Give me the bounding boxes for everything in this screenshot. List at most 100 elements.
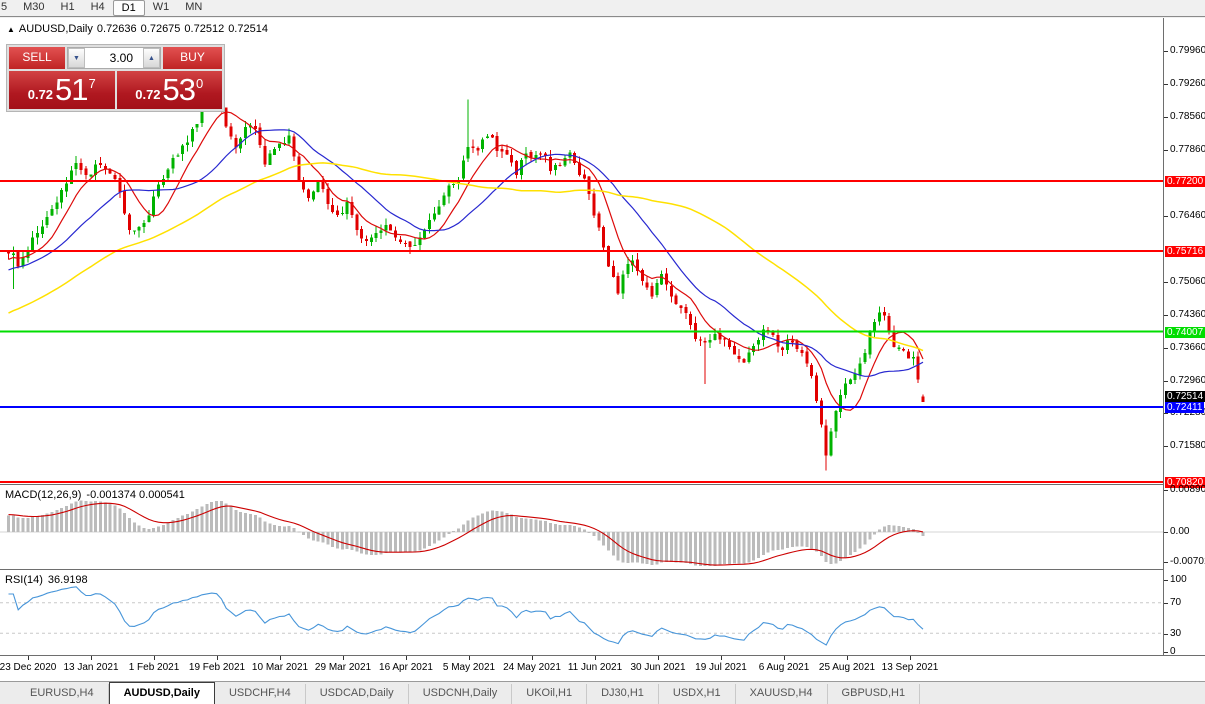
date-label: 13 Jan 2021 — [63, 662, 119, 673]
sell-price-button[interactable]: 0.72 51 7 — [9, 71, 115, 109]
date-label: 6 Aug 2021 — [758, 662, 810, 673]
macd-indicator-label: MACD(12,26,9) -0.001374 0.000541 — [5, 489, 185, 501]
buy-price-button[interactable]: 0.72 53 0 — [116, 71, 222, 109]
price-tick-mark — [1164, 281, 1168, 283]
timeframe-button-5[interactable]: 5 — [1, 1, 8, 13]
price-tick-label: 0.76460 — [1170, 209, 1205, 221]
price-tick-mark — [1164, 446, 1168, 448]
macd-panel-plot[interactable] — [0, 484, 1163, 569]
level-price-label: 0.70820 — [1165, 476, 1205, 488]
price-tick-label: 0.74360 — [1170, 308, 1205, 320]
sell-price-pip: 7 — [88, 75, 96, 91]
one-click-trading-panel: SELL ▼ 3.00 ▲ BUY 0.72 51 7 0.72 53 0 — [6, 44, 225, 112]
price-tick-label: 0.73660 — [1170, 341, 1205, 353]
indicator-tick-label: 70 — [1170, 597, 1182, 608]
buy-price-prefix: 0.72 — [135, 86, 161, 102]
indicator-tick-label: 0.008904 — [1170, 484, 1205, 495]
level-price-label: 0.72411 — [1165, 401, 1205, 413]
price-tick-mark — [1164, 149, 1168, 151]
chart-tab-usdx-h1[interactable]: USDX,H1 — [659, 684, 736, 704]
timeframe-button-h1[interactable]: H1 — [60, 1, 75, 13]
rsi-panel-plot[interactable] — [0, 569, 1163, 655]
indicator-tick-label: 30 — [1170, 628, 1182, 639]
date-label: 19 Jul 2021 — [695, 662, 747, 673]
ohlc-high: 0.72675 — [140, 23, 181, 35]
sell-button[interactable]: SELL — [9, 47, 65, 69]
indicator-tick-mark — [1164, 490, 1168, 491]
price-tick-mark — [1164, 347, 1168, 349]
timeframe-button-h4[interactable]: H4 — [90, 1, 105, 13]
volume-increase-button[interactable]: ▲ — [143, 48, 160, 68]
date-label: 13 Sep 2021 — [881, 662, 939, 673]
chart-tab-ukoil-h1[interactable]: UKOil,H1 — [512, 684, 588, 704]
sell-price-big: 51 — [55, 72, 88, 107]
price-tick-mark — [1164, 215, 1168, 217]
price-chart-plot[interactable] — [0, 18, 1163, 484]
date-tick-mark — [532, 656, 533, 660]
date-label: 1 Feb 2021 — [128, 662, 180, 673]
ohlc-low: 0.72512 — [184, 23, 225, 35]
chart-tabs-bar: EURUSD,H4 AUDUSD,Daily USDCHF,H4 USDCAD,Dai… — [0, 681, 1205, 704]
chart-tab-usdcad-daily[interactable]: USDCAD,Daily — [306, 684, 409, 704]
date-tick-mark — [469, 656, 470, 660]
date-label: 5 May 2021 — [442, 662, 496, 673]
indicator-tick-label: 0.00 — [1170, 526, 1190, 537]
chart-canvas[interactable]: ▲ AUDUSD,Daily 0.72636 0.72675 0.72512 0.7251… — [0, 18, 1205, 655]
chart-tab-usdcnh-daily[interactable]: USDCNH,Daily — [409, 684, 513, 704]
buy-price-pip: 0 — [196, 75, 204, 91]
price-tick-mark — [1164, 83, 1168, 85]
ohlc-close: 0.72514 — [228, 23, 268, 35]
price-tick-mark — [1164, 381, 1168, 382]
level-price-label: 0.75716 — [1165, 246, 1205, 257]
indicator-tick-mark — [1164, 532, 1168, 533]
indicator-tick-label: 100 — [1170, 574, 1187, 585]
macd-panel-splitter[interactable] — [0, 484, 1205, 485]
indicator-tick-mark — [1164, 603, 1168, 604]
date-label: 29 Mar 2021 — [314, 662, 372, 673]
date-label: 25 Aug 2021 — [818, 662, 876, 673]
indicator-tick-mark — [1164, 562, 1168, 563]
chart-tab-audusd-daily[interactable]: AUDUSD,Daily — [108, 682, 215, 704]
chart-tab-gbpusd-h1[interactable]: GBPUSD,H1 — [828, 684, 921, 704]
price-tick-label: 0.77860 — [1170, 143, 1205, 155]
price-tick-mark — [1164, 314, 1168, 316]
price-tick-label: 0.75060 — [1170, 275, 1205, 287]
date-tick-mark — [217, 656, 218, 660]
buy-button[interactable]: BUY — [163, 47, 222, 69]
price-tick-label: 0.79260 — [1170, 77, 1205, 89]
chart-tab-usdchf-h4[interactable]: USDCHF,H4 — [215, 684, 306, 704]
sell-price-prefix: 0.72 — [27, 86, 54, 102]
date-tick-mark — [280, 656, 281, 660]
timeframe-button-d1[interactable]: D1 — [112, 0, 145, 16]
date-tick-mark — [28, 656, 29, 660]
level-price-label: 0.77200 — [1165, 176, 1205, 187]
volume-input[interactable]: 3.00 — [85, 48, 143, 68]
rsi-panel-splitter[interactable] — [0, 569, 1205, 570]
volume-decrease-button[interactable]: ▼ — [68, 48, 85, 68]
date-label: 11 Jun 2021 — [567, 662, 623, 673]
chart-symbol: AUDUSD,Daily — [18, 23, 93, 35]
chart-tab-xauusd-h4[interactable]: XAUUSD,H4 — [736, 684, 828, 704]
date-tick-mark — [784, 656, 785, 660]
date-label: 10 Mar 2021 — [251, 662, 309, 673]
collapse-icon[interactable]: ▲ — [7, 25, 15, 34]
timeframe-button-mn[interactable]: MN — [185, 1, 203, 13]
chart-tab-dj30-h1[interactable]: DJ30,H1 — [587, 684, 659, 704]
date-label: 30 Jun 2021 — [630, 662, 686, 673]
indicator-tick-mark — [1164, 652, 1168, 653]
timeframe-button-w1[interactable]: W1 — [152, 1, 170, 13]
price-axis: 0.79960 0.79260 0.78560 0.77860 0.76460 0.750… — [1163, 18, 1205, 657]
price-tick-mark — [1164, 413, 1168, 415]
date-tick-mark — [847, 656, 848, 660]
price-tick-label: 0.78560 — [1170, 110, 1205, 122]
buy-price-big: 53 — [162, 72, 196, 107]
indicator-tick-label: 0 — [1170, 646, 1176, 657]
chart-tab-eurusd-h4[interactable]: EURUSD,H4 — [16, 684, 109, 704]
date-tick-mark — [154, 656, 155, 660]
price-tick-mark — [1164, 116, 1168, 118]
price-tick-mark — [1164, 50, 1168, 52]
date-label: 16 Apr 2021 — [379, 662, 433, 673]
timeframe-button-m30[interactable]: M30 — [23, 1, 45, 13]
